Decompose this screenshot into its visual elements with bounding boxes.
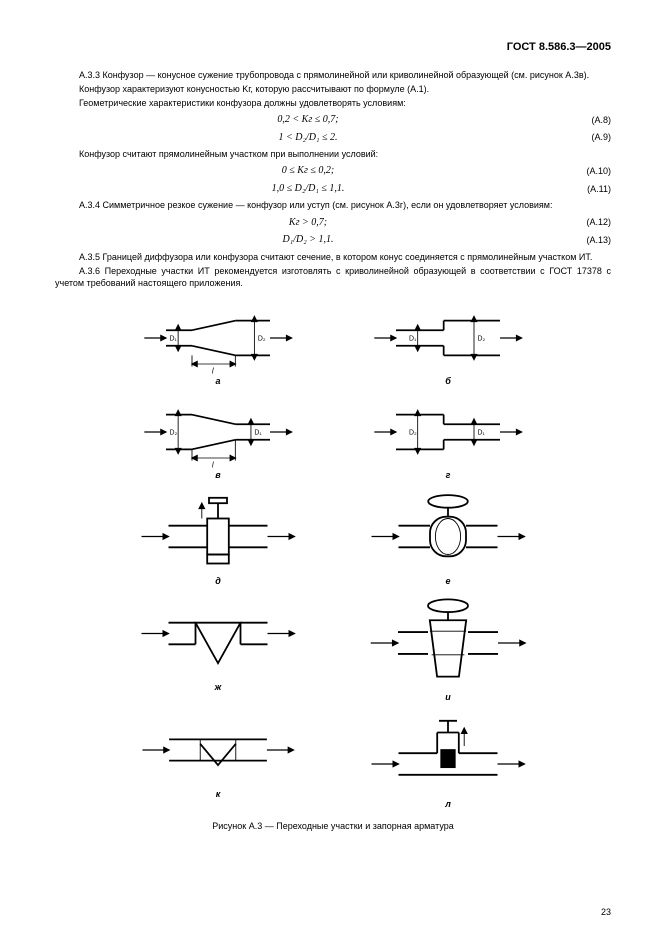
eq-a11-body: 1,0 ≤ D₂/D₁ ≤ 1,1. <box>55 182 561 196</box>
fig-e: е <box>348 487 548 587</box>
para-a35: А.3.5 Границей диффузора или конфузора с… <box>55 251 611 263</box>
eq-a8-body: 0,2 < Kг ≤ 0,7; <box>55 113 561 127</box>
para-a33-4: Конфузор считают прямолинейным участком … <box>55 148 611 160</box>
svg-text:l: l <box>212 367 214 376</box>
svg-text:l: l <box>212 461 214 470</box>
eq-a9-num: (А.9) <box>561 131 611 143</box>
equation-a11: 1,0 ≤ D₂/D₁ ≤ 1,1. (А.11) <box>55 182 611 196</box>
svg-text:D₁: D₁ <box>477 430 485 437</box>
fig-v-label: в <box>215 469 220 481</box>
svg-text:D₁: D₁ <box>254 430 262 437</box>
equation-a12: Kг > 0,7; (А.12) <box>55 216 611 230</box>
para-a33-2: Конфузор характеризуют конусностью Kг, к… <box>55 83 611 95</box>
fig-k-label: к <box>216 788 221 800</box>
fig-b: D₁ D₂ б <box>348 299 548 387</box>
fig-zh: ж <box>118 593 318 703</box>
fig-i-label: и <box>445 691 451 703</box>
equation-a9: 1 < D₂/D₁ ≤ 2. (А.9) <box>55 131 611 145</box>
fig-a: D₁ D₂ l а <box>118 299 318 387</box>
fig-d-label: д <box>215 575 221 587</box>
svg-text:D₁: D₁ <box>169 336 177 343</box>
equation-a13: D₁/D₂ > 1,1. (А.13) <box>55 233 611 247</box>
para-a33: А.3.3 Конфузор — конусное сужение трубоп… <box>55 69 611 81</box>
fig-e-label: е <box>445 575 450 587</box>
equation-a10: 0 ≤ Kг ≤ 0,2; (А.10) <box>55 164 611 178</box>
para-a36: А.3.6 Переходные участки ИТ рекомендуетс… <box>55 265 611 289</box>
fig-a-label: а <box>215 375 220 387</box>
fig-l-label: л <box>445 798 451 810</box>
fig-d: д <box>118 487 318 587</box>
eq-a9-body: 1 < D₂/D₁ ≤ 2. <box>55 131 561 145</box>
eq-a12-body: Kг > 0,7; <box>55 216 561 230</box>
fig-v: D₂ D₁ l в <box>118 393 318 481</box>
eq-a13-body: D₁/D₂ > 1,1. <box>55 233 561 247</box>
figure-caption: Рисунок А.3 — Переходные участки и запор… <box>118 820 548 832</box>
eq-a10-body: 0 ≤ Kг ≤ 0,2; <box>55 164 561 178</box>
eq-a8-num: (А.8) <box>561 114 611 126</box>
eq-a13-num: (А.13) <box>561 234 611 246</box>
svg-text:D₂: D₂ <box>169 430 177 437</box>
fig-l: л <box>348 710 548 810</box>
svg-text:D₂: D₂ <box>409 430 417 437</box>
equation-a8: 0,2 < Kг ≤ 0,7; (А.8) <box>55 113 611 127</box>
page-number: 23 <box>601 906 611 918</box>
eq-a11-num: (А.11) <box>561 183 611 195</box>
fig-zh-label: ж <box>215 681 222 693</box>
figure-a3: D₁ D₂ l а <box>118 299 548 832</box>
svg-text:D₂: D₂ <box>477 336 485 343</box>
fig-b-label: б <box>445 375 451 387</box>
doc-header: ГОСТ 8.586.3—2005 <box>55 40 611 55</box>
fig-i: и <box>348 593 548 703</box>
para-a33-3: Геометрические характеристики конфузора … <box>55 97 611 109</box>
fig-k: к <box>118 710 318 810</box>
para-a34: А.3.4 Симметричное резкое сужение — конф… <box>55 199 611 211</box>
svg-text:D₁: D₁ <box>409 336 417 343</box>
eq-a10-num: (А.10) <box>561 165 611 177</box>
fig-g-label: г <box>446 469 451 481</box>
eq-a12-num: (А.12) <box>561 216 611 228</box>
svg-text:D₂: D₂ <box>258 336 266 343</box>
fig-g: D₂ D₁ г <box>348 393 548 481</box>
